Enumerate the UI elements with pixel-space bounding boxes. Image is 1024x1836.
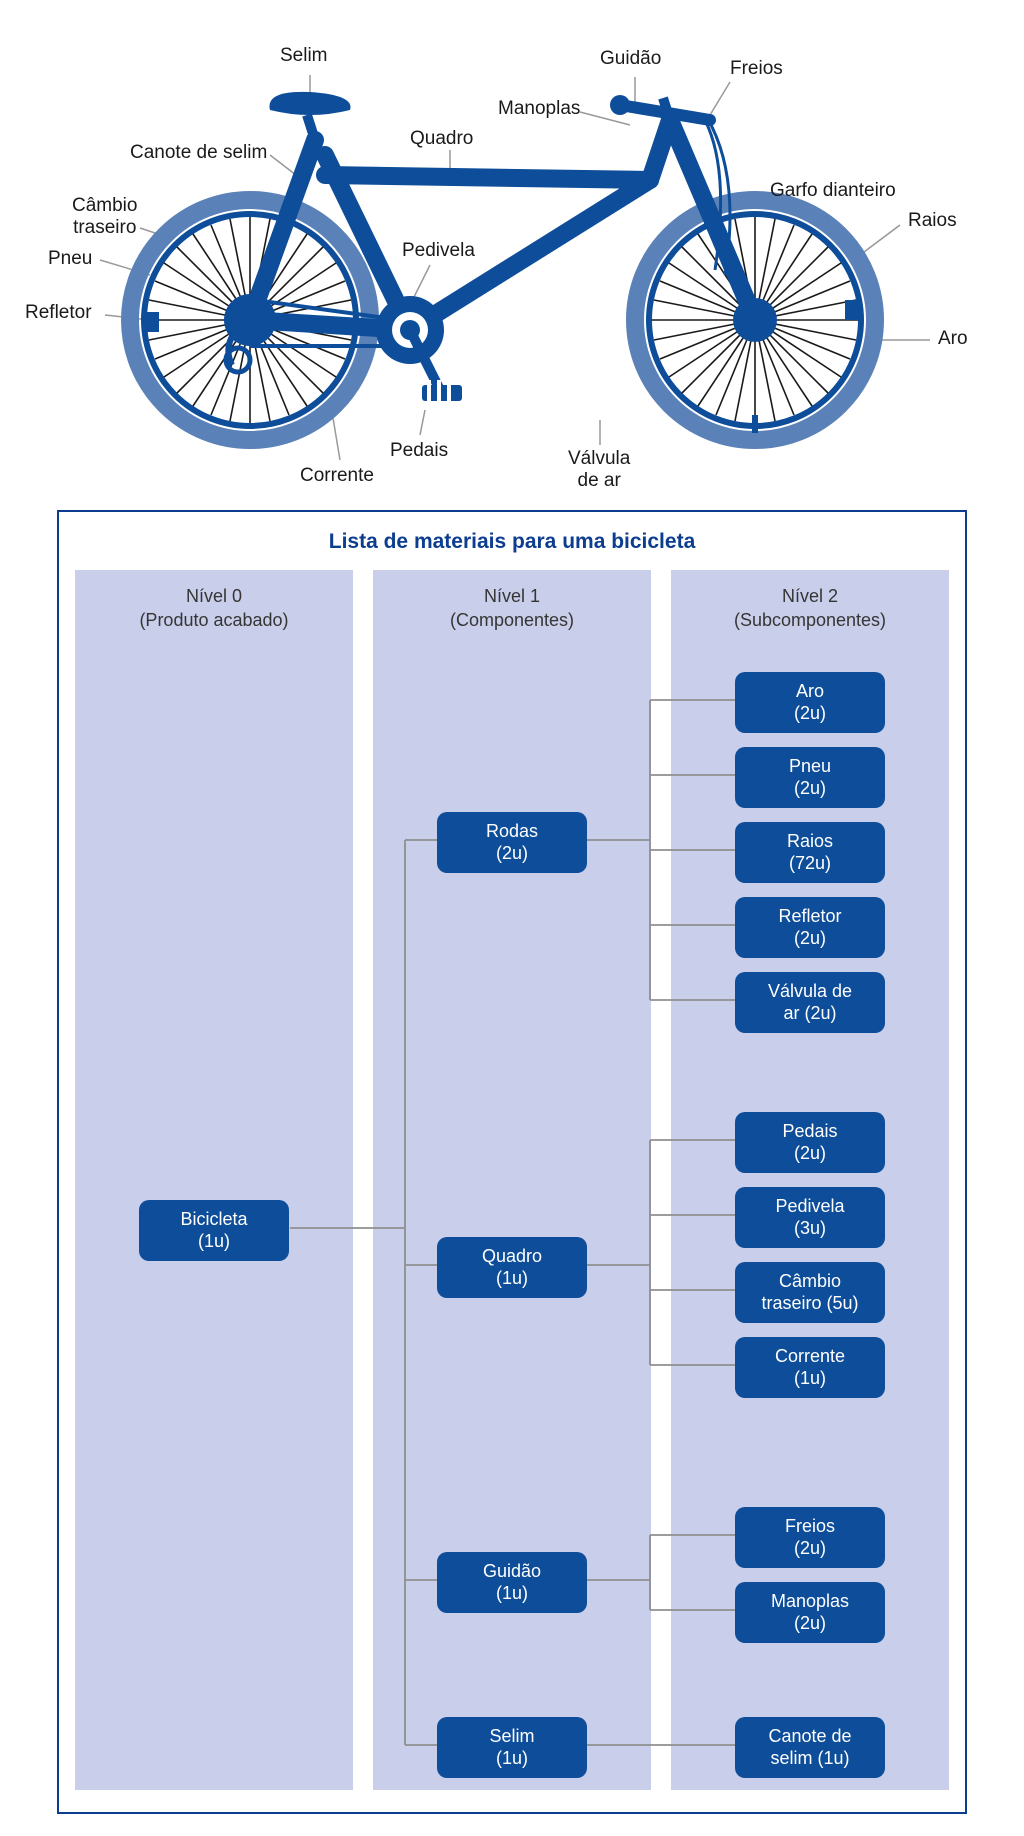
label-pneu: Pneu — [48, 248, 92, 270]
bom-node-l2-refletor: Refletor(2u) — [735, 897, 885, 958]
label-raios: Raios — [908, 210, 957, 232]
bom-node-l1-rodas: Rodas(2u) — [437, 812, 587, 873]
label-guidao: Guidão — [600, 48, 661, 70]
label-pedivela: Pedivela — [402, 240, 475, 262]
bom-node-l2-valvula: Válvula dear (2u) — [735, 972, 885, 1033]
bom-node-l2-manoplas: Manoplas(2u) — [735, 1582, 885, 1643]
label-selim: Selim — [280, 45, 328, 67]
label-garfo: Garfo dianteiro — [770, 180, 896, 202]
bom-node-l2-aro: Aro(2u) — [735, 672, 885, 733]
label-aro: Aro — [938, 328, 968, 350]
bom-node-l2-pedais: Pedais(2u) — [735, 1112, 885, 1173]
bicycle-svg — [10, 20, 1014, 490]
label-pedais: Pedais — [390, 440, 448, 462]
label-valvula: Válvula de ar — [568, 448, 630, 492]
bicycle-diagram: Selim Guidão Freios Manoplas Quadro Cano… — [10, 20, 1014, 490]
label-freios: Freios — [730, 58, 783, 80]
bom-node-l2-pedivela: Pedivela(3u) — [735, 1187, 885, 1248]
bom-node-l2-raios: Raios(72u) — [735, 822, 885, 883]
bom-node-l1-guidao: Guidão(1u) — [437, 1552, 587, 1613]
bom-stage: Nível 0 (Produto acabado) Nível 1 (Compo… — [75, 570, 949, 1790]
label-cambio: Câmbio traseiro — [72, 195, 137, 239]
bom-node-l2-corrente: Corrente(1u) — [735, 1337, 885, 1398]
bom-node-l2-freios: Freios(2u) — [735, 1507, 885, 1568]
label-refletor: Refletor — [25, 302, 92, 324]
bom-node-l1-quadro: Quadro(1u) — [437, 1237, 587, 1298]
bom-node-l2-pneu: Pneu(2u) — [735, 747, 885, 808]
bom-node-l2-cambio: Câmbiotraseiro (5u) — [735, 1262, 885, 1323]
label-canote: Canote de selim — [130, 142, 267, 164]
label-quadro: Quadro — [410, 128, 473, 150]
label-corrente: Corrente — [300, 465, 374, 487]
bom-node-root: Bicicleta(1u) — [139, 1200, 289, 1261]
bom-title: Lista de materiais para uma bicicleta — [75, 530, 949, 554]
bom-node-l2-canote: Canote deselim (1u) — [735, 1717, 885, 1778]
label-manoplas: Manoplas — [498, 98, 580, 120]
bom-container: Lista de materiais para uma bicicleta Ní… — [57, 510, 967, 1814]
bom-node-l1-selim: Selim(1u) — [437, 1717, 587, 1778]
